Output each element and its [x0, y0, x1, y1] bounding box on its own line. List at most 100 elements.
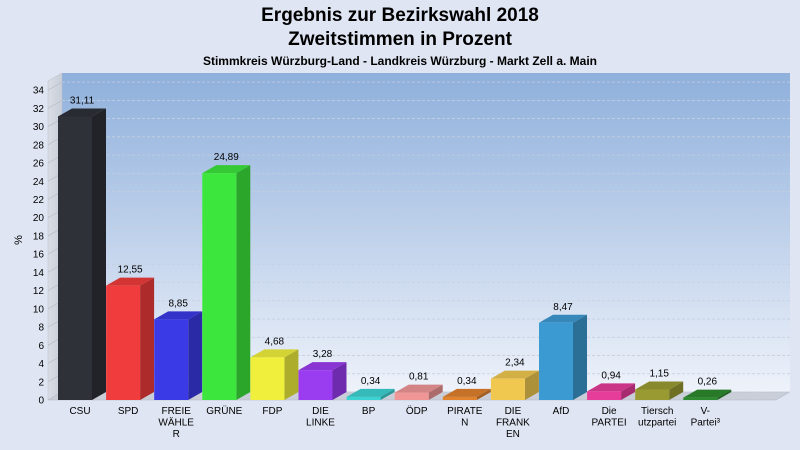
bar: [635, 381, 684, 400]
y-tick-label: 26: [33, 159, 45, 170]
category-label: V-Partei³: [691, 406, 721, 429]
category-label: FDP: [262, 406, 282, 417]
bar-side: [92, 108, 106, 400]
data-label: 0,34: [361, 376, 381, 387]
category-label: AfD: [553, 406, 570, 417]
bar: [539, 314, 587, 400]
y-tick-label: 14: [33, 268, 45, 279]
y-tick-label: 34: [33, 86, 45, 97]
data-label: 0,94: [601, 370, 621, 381]
y-tick-label: 16: [33, 250, 45, 261]
y-tick-label: 10: [33, 304, 45, 315]
y-tick-label: 22: [33, 195, 45, 206]
bar: [154, 311, 203, 400]
data-label: 4,68: [265, 336, 285, 347]
bar-front: [490, 378, 525, 400]
bar-top: [490, 370, 539, 379]
bar-front: [683, 397, 718, 400]
bar: [202, 165, 251, 400]
bar-top: [154, 311, 203, 320]
category-label: FREIE WÄHLE R: [158, 406, 194, 440]
category-label: GRÜNE: [206, 405, 242, 417]
bar-side: [669, 381, 684, 400]
bar: [106, 277, 155, 400]
bar-side: [140, 277, 155, 400]
bars: [58, 108, 732, 400]
y-tick-label: 2: [38, 377, 44, 388]
bar-side: [524, 370, 539, 400]
y-tick-label: 28: [33, 140, 45, 151]
bar-top: [250, 349, 299, 358]
bar-top: [58, 108, 106, 117]
bar-front: [154, 319, 189, 400]
bar: [394, 384, 443, 400]
bar-front: [635, 389, 670, 400]
category-label: Die PARTEI: [591, 406, 626, 429]
bar-top: [106, 277, 155, 286]
bar-front: [298, 370, 333, 400]
bar: [442, 388, 491, 400]
bar-top: [683, 389, 732, 398]
y-tick-label: 18: [33, 231, 45, 242]
chart-caption: Stimmkreis Würzburg-Land - Landkreis Wür…: [202, 54, 598, 68]
bar: [587, 383, 636, 400]
category-label: PIRATE N: [447, 406, 483, 429]
data-label: 0,26: [698, 377, 718, 388]
y-tick-label: 12: [33, 286, 45, 297]
category-label: Tiersch utzpartei: [638, 406, 676, 429]
data-label: 8,85: [168, 298, 188, 309]
bar-side: [717, 389, 732, 400]
y-tick-label: 6: [38, 341, 44, 352]
bar-top: [298, 362, 347, 371]
chart-title: Ergebnis zur Bezirkswahl 2018: [261, 5, 539, 26]
data-labels: 31,11 12,55 8,85 24,89 4,68 3,28 0,34 0,81 0,34 2…: [70, 95, 718, 387]
bar-side: [380, 388, 395, 400]
data-label: 0,81: [409, 372, 429, 383]
bar-side: [332, 362, 347, 400]
category-label: CSU: [69, 406, 90, 417]
bar: [683, 389, 732, 400]
bar-side: [188, 311, 203, 400]
data-label: 3,28: [313, 349, 333, 360]
y-tick-label: 32: [33, 104, 45, 115]
category-label: DIE LINKE: [306, 406, 335, 429]
bar-front: [394, 392, 429, 400]
y-tick-label: 30: [33, 122, 45, 133]
y-tick-label: 0: [38, 396, 44, 407]
data-label: 0,34: [457, 376, 477, 387]
bar-side: [284, 349, 299, 400]
bar-front: [539, 322, 573, 400]
bar-side: [573, 314, 587, 400]
bar-side: [236, 165, 251, 400]
bar: [58, 108, 106, 400]
bar-front: [202, 173, 237, 400]
bar-top: [442, 388, 491, 397]
y-tick-label: 4: [38, 359, 44, 370]
y-tick-label: 8: [38, 323, 44, 334]
y-tick-label: 24: [33, 177, 45, 188]
bar-top: [587, 383, 636, 392]
bar-top: [202, 165, 251, 174]
bar-top: [539, 314, 587, 323]
bar-front: [587, 391, 622, 400]
bar: [490, 370, 539, 400]
bar-front: [442, 396, 477, 400]
bar-side: [621, 383, 636, 400]
bar-front: [58, 116, 92, 400]
bar-top: [394, 384, 443, 393]
bar-side: [428, 384, 443, 400]
gridline-side: [47, 100, 63, 109]
category-labels: CSU SPD FREIE WÄHLE R GRÜNE FDP DIE LINKE BP ÖDP PI…: [69, 405, 720, 440]
bar-front: [106, 285, 141, 400]
bar-top: [346, 388, 395, 397]
bar-front: [346, 396, 381, 400]
category-label: SPD: [118, 406, 139, 417]
bar-top: [635, 381, 684, 390]
data-label: 2,34: [505, 358, 525, 369]
chart-subtitle: Zweitstimmen in Prozent: [288, 29, 512, 50]
category-label: DIE FRANK EN: [496, 406, 530, 440]
data-label: 31,11: [70, 95, 95, 106]
data-label: 8,47: [553, 302, 573, 313]
